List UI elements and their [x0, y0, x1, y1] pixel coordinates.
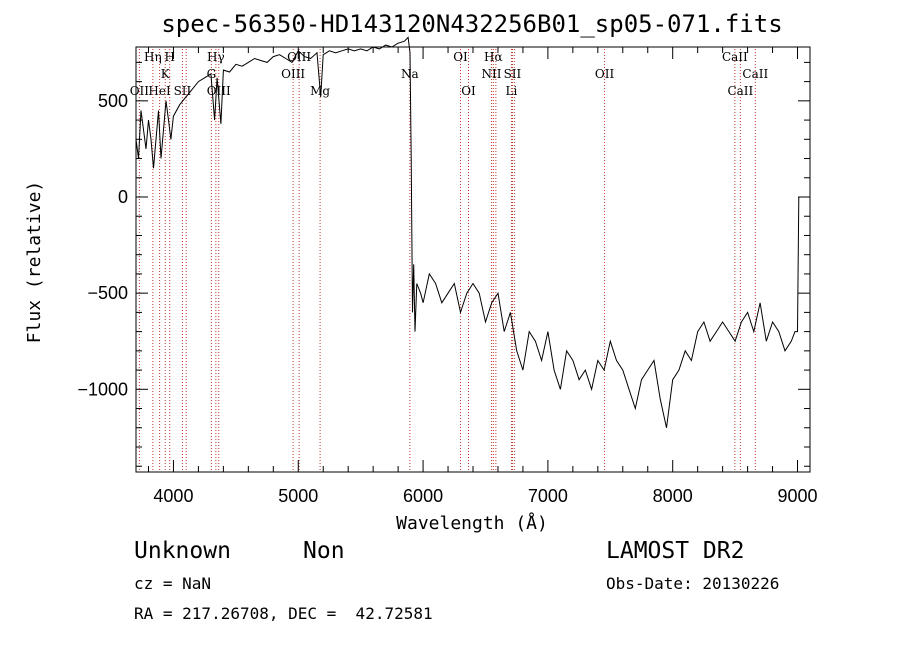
x-tick-label: 9000 — [777, 486, 817, 506]
x-tick-label: 8000 — [653, 486, 693, 506]
y-tick-label: −500 — [87, 283, 128, 303]
line-marker-label: OII — [595, 67, 615, 81]
line-marker-label: Li — [506, 84, 518, 98]
line-marker-label: H — [164, 50, 174, 64]
ra-dec-coords: RA = 217.26708, DEC = 42.72581 — [134, 604, 433, 623]
line-marker-label: CaII — [742, 67, 768, 81]
y-tick-label: 0 — [118, 187, 128, 207]
line-marker-label: HeI — [148, 84, 171, 98]
line-marker-label: CaII — [722, 50, 748, 64]
x-tick-label: 5000 — [278, 486, 318, 506]
x-tick-label: 6000 — [403, 486, 443, 506]
obs-date: Obs-Date: 20130226 — [606, 574, 780, 593]
line-marker-label: Hη — [144, 50, 162, 64]
line-marker-label: OI — [461, 84, 476, 98]
line-marker-label: SII — [504, 67, 522, 81]
line-marker-label: SII — [174, 84, 192, 98]
line-marker-label: OI — [453, 50, 468, 64]
line-marker-label: K — [161, 67, 171, 81]
y-axis-label: Flux (relative) — [24, 181, 45, 344]
x-axis-label: Wavelength (Å) — [396, 512, 548, 534]
redshift-cz: cz = NaN — [134, 574, 212, 593]
line-marker-label: OII — [130, 84, 150, 98]
x-tick-label: 4000 — [153, 486, 193, 506]
survey-name: LAMOST DR2 — [606, 538, 745, 564]
emission-line-markers — [138, 49, 756, 471]
y-tick-label: 500 — [98, 91, 128, 111]
line-marker-label: CaII — [727, 84, 753, 98]
x-axis-ticks: 4000 5000 6000 7000 8000 9000 — [147, 47, 818, 506]
chart-title: spec-56350-HD143120N432256B01_sp05-071.f… — [161, 10, 782, 38]
spectrum-series-line — [135, 36, 800, 428]
object-class: Unknown — [134, 538, 231, 564]
line-marker-label: Hγ — [207, 50, 225, 64]
plot-frame — [135, 46, 811, 473]
line-marker-label: Hα — [484, 50, 503, 64]
line-marker-label: OIII — [281, 67, 305, 81]
x-tick-label: 7000 — [528, 486, 568, 506]
object-subclass: Non — [303, 538, 345, 564]
line-marker-label: NII — [481, 67, 501, 81]
y-tick-label: −1000 — [77, 379, 128, 399]
y-axis-ticks: −1000 −500 0 500 — [77, 61, 810, 467]
